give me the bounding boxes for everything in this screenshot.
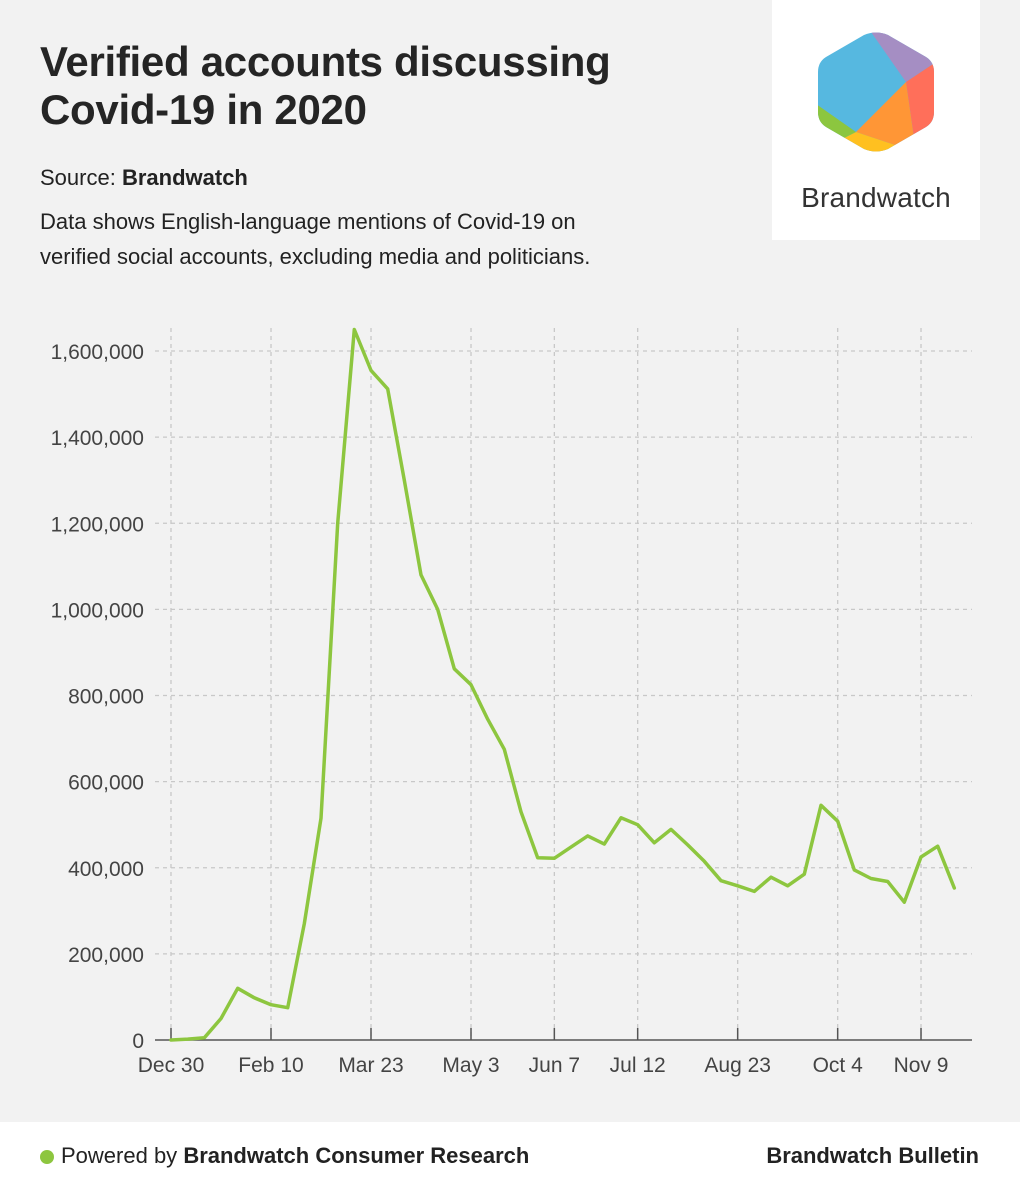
footer-publication: Brandwatch Bulletin [766, 1143, 979, 1168]
y-tick-label: 400,000 [68, 858, 144, 881]
y-tick-label: 800,000 [68, 686, 144, 709]
source-label: Source: [40, 165, 116, 190]
series-line [169, 327, 957, 1042]
x-tick-label: Mar 23 [338, 1054, 403, 1077]
y-tick-label: 200,000 [68, 944, 144, 967]
y-tick-label: 600,000 [68, 772, 144, 795]
x-tick-label: May 3 [442, 1054, 499, 1077]
y-tick-label: 1,600,000 [51, 341, 144, 364]
series-layer [169, 327, 957, 1042]
logo-wordmark: Brandwatch [801, 182, 951, 213]
x-tick-label: Feb 10 [238, 1054, 303, 1077]
vertical-gridlines [170, 328, 922, 1040]
x-axis-ticks [170, 1028, 922, 1040]
description-line-1: Data shows English-language mentions of … [40, 209, 576, 234]
green-dot-icon [40, 1150, 54, 1164]
brandwatch-logo: Brandwatch [772, 0, 980, 240]
horizontal-gridlines [155, 350, 972, 955]
x-tick-label: Dec 30 [138, 1054, 205, 1077]
x-axis-tick-labels: Dec 30 Feb 10 Mar 23 May 3 Jun 7 Jul 12 Aug 23… [138, 1054, 949, 1077]
source-line: Source: Brandwatch [40, 165, 248, 191]
footer-bar: Powered by Brandwatch Consumer Research … [0, 1122, 1020, 1200]
y-tick-label: 1,000,000 [51, 599, 144, 622]
footer-credit: Powered by Brandwatch Consumer Research [61, 1143, 529, 1169]
footer-brand: Brandwatch Consumer Research [183, 1143, 530, 1168]
x-tick-label: Jun 7 [529, 1054, 580, 1077]
x-tick-label: Jul 12 [610, 1054, 666, 1077]
chart-description: Data shows English-language mentions of … [40, 204, 730, 274]
y-axis-tick-labels: 0 200,000 400,000 600,000 800,000 1,000,000 1,… [51, 341, 144, 1053]
title-line-1: Verified accounts discussing [40, 38, 611, 85]
line-chart: 0 200,000 400,000 600,000 800,000 1,000,000 1,… [51, 327, 972, 1077]
footer-prefix: Powered by [61, 1143, 178, 1168]
x-tick-label: Oct 4 [813, 1054, 864, 1077]
y-tick-label: 1,200,000 [51, 513, 144, 536]
brandwatch-hexagon-logo-icon [818, 32, 934, 152]
x-tick-label: Aug 23 [704, 1054, 771, 1077]
y-tick-label: 0 [132, 1030, 144, 1053]
source-value: Brandwatch [121, 165, 248, 190]
description-line-2: verified social accounts, excluding medi… [40, 244, 591, 269]
x-tick-label: Nov 9 [894, 1054, 949, 1077]
y-tick-label: 1,400,000 [51, 427, 144, 450]
chart-title: Verified accounts discussing Covid-19 in… [40, 38, 740, 134]
title-line-2: Covid-19 in 2020 [40, 86, 367, 133]
